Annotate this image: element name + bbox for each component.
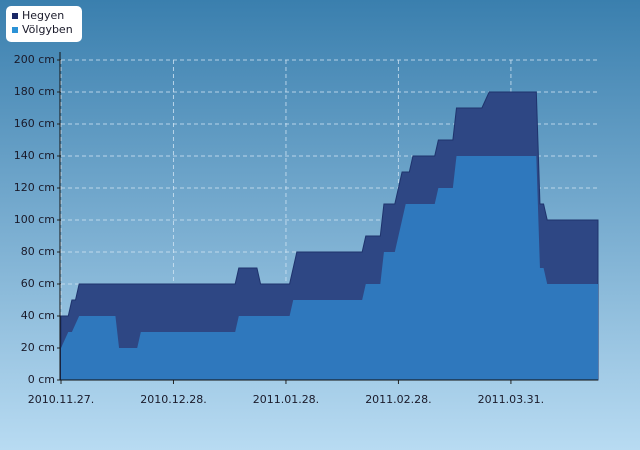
- x-tick-label: 2011.01.28.: [253, 393, 319, 406]
- y-tick-label: 140 cm: [14, 149, 55, 162]
- y-tick-label: 40 cm: [21, 309, 55, 322]
- x-tick-label: 2011.03.31.: [478, 393, 544, 406]
- y-tick-label: 0 cm: [28, 373, 55, 386]
- area: [61, 156, 598, 380]
- legend-label: Hegyen: [22, 9, 64, 22]
- legend-label: Völgyben: [22, 23, 73, 36]
- y-tick-label: 20 cm: [21, 341, 55, 354]
- y-tick-label: 100 cm: [14, 213, 55, 226]
- x-tick-label: 2010.11.27.: [28, 393, 94, 406]
- legend-box: [6, 6, 82, 42]
- y-tick-label: 180 cm: [14, 85, 55, 98]
- y-tick-label: 200 cm: [14, 53, 55, 66]
- y-tick-label: 60 cm: [21, 277, 55, 290]
- y-tick-label: 80 cm: [21, 245, 55, 258]
- legend-marker: [12, 13, 18, 19]
- x-tick-label: 2011.02.28.: [365, 393, 431, 406]
- y-tick-label: 120 cm: [14, 181, 55, 194]
- y-tick-label: 160 cm: [14, 117, 55, 130]
- legend-marker: [12, 27, 18, 33]
- x-tick-label: 2010.12.28.: [140, 393, 206, 406]
